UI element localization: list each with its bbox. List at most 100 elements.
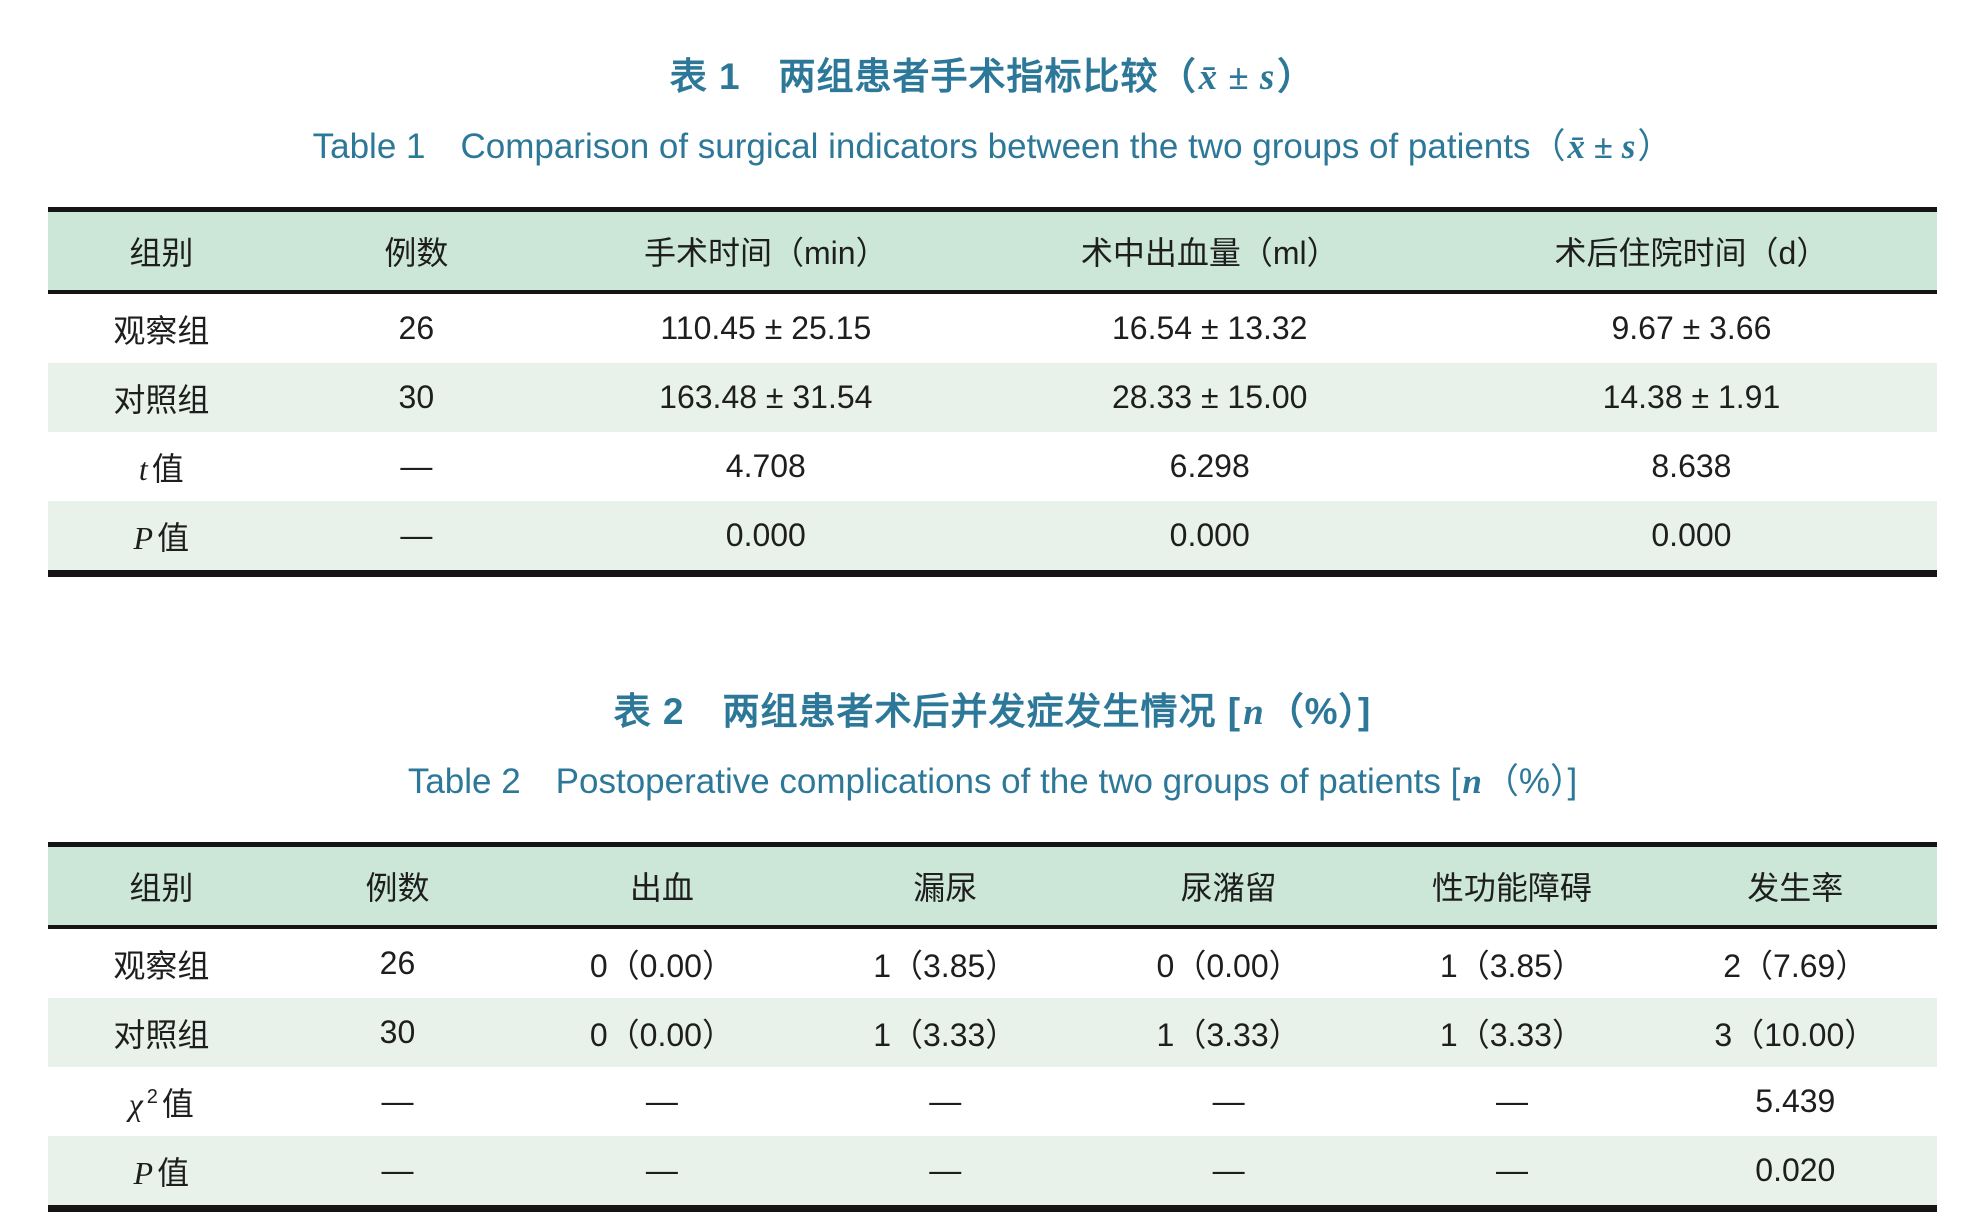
row-label-text: 值 xyxy=(151,450,184,487)
page: 表 1 两组患者手术指标比较（x̄ ± s） Table 1 Compariso… xyxy=(48,46,1937,1212)
table-cell: 1（3.33） xyxy=(1439,1016,1584,1053)
row-label-text: 对照组 xyxy=(113,1016,210,1053)
table-cell: — xyxy=(400,517,433,553)
row-label-text: 值 xyxy=(161,1085,194,1122)
table-row: P 值 — — — — — 0.020 xyxy=(48,1136,1937,1209)
table-cell: 163.48 ± 31.54 xyxy=(659,379,873,415)
table2-section: 表 2 两组患者术后并发症发生情况 [n（%）] Table 2 Postope… xyxy=(48,681,1937,1212)
caption-text: Table 1 Comparison of surgical indicator… xyxy=(312,127,1531,166)
column-header: 例数 xyxy=(365,870,430,906)
table-cell: — xyxy=(1495,1152,1528,1188)
column-header: 尿潴留 xyxy=(1180,870,1277,906)
caption-bracket-close: （%）] xyxy=(1483,762,1578,801)
table-cell: 1（3.85） xyxy=(873,947,1018,984)
table-cell: 0.000 xyxy=(725,517,806,553)
table-cell: 6.298 xyxy=(1169,448,1250,484)
caption-bracket-open: [ xyxy=(1450,762,1461,801)
row-label-text: 观察组 xyxy=(113,947,210,984)
row-label-symbol: χ xyxy=(128,1085,143,1122)
table-cell: 1（3.33） xyxy=(1156,1016,1301,1053)
table-row: 对照组 30 163.48 ± 31.54 28.33 ± 15.00 14.38 ± … xyxy=(48,363,1937,432)
table1-section: 表 1 两组患者手术指标比较（x̄ ± s） Table 1 Compariso… xyxy=(48,46,1937,577)
caption-bracket-open: [ xyxy=(1227,691,1242,732)
table1-caption-en: Table 1 Comparison of surgical indicator… xyxy=(48,118,1937,169)
caption-math: x̄ ± s xyxy=(1198,57,1276,98)
table-cell: — xyxy=(1495,1083,1528,1119)
table-cell: 0（0.00） xyxy=(589,1016,734,1053)
table-cell: — xyxy=(400,448,433,484)
row-label: 观察组 xyxy=(48,292,275,363)
table2-caption-zh: 表 2 两组患者术后并发症发生情况 [n（%）] xyxy=(48,681,1937,735)
row-label-text: 观察组 xyxy=(113,312,210,349)
table2: 组别 例数 出血 漏尿 尿潴留 性功能障碍 发生率 观察组 26 0（0.00） 1（3.85） 0（… xyxy=(48,842,1937,1212)
header-row: 组别 例数 出血 漏尿 尿潴留 性功能障碍 发生率 xyxy=(48,844,1937,927)
row-label-superscript: 2 xyxy=(146,1085,158,1108)
caption-text: 表 2 两组患者术后并发症发生情况 xyxy=(613,691,1228,732)
table-row: P 值 — 0.000 0.000 0.000 xyxy=(48,501,1937,574)
table-cell: 30 xyxy=(398,379,435,415)
table2-caption: 表 2 两组患者术后并发症发生情况 [n（%）] Table 2 Postope… xyxy=(48,681,1937,804)
table-cell: 0.020 xyxy=(1755,1152,1836,1188)
table-cell: 2（7.69） xyxy=(1723,947,1868,984)
column-header: 例数 xyxy=(384,235,449,271)
table-cell: 1（3.85） xyxy=(1439,947,1584,984)
row-label: 观察组 xyxy=(48,927,275,998)
table-row: 观察组 26 110.45 ± 25.15 16.54 ± 13.32 9.67 ± 3… xyxy=(48,292,1937,363)
column-header: 术后住院时间（d） xyxy=(1554,235,1829,271)
caption-paren-open: （ xyxy=(1158,56,1197,97)
caption-paren-close: ） xyxy=(1637,127,1673,166)
table-row: t 值 — 4.708 6.298 8.638 xyxy=(48,432,1937,501)
caption-text: 表 1 两组患者手术指标比较 xyxy=(669,56,1159,97)
table-cell: 3（10.00） xyxy=(1714,1016,1877,1053)
table-cell: — xyxy=(645,1152,678,1188)
table-cell: 14.38 ± 1.91 xyxy=(1602,379,1781,415)
table-cell: — xyxy=(929,1083,962,1119)
table1: 组别 例数 手术时间（min） 术中出血量（ml） 术后住院时间（d） 观察组 26 110.… xyxy=(48,207,1937,577)
table-cell: 5.439 xyxy=(1755,1083,1836,1119)
column-header: 性功能障碍 xyxy=(1431,870,1592,906)
table-row: χ 2 值 — — — — — 5.439 xyxy=(48,1067,1937,1136)
table-cell: 0（0.00） xyxy=(1156,947,1301,984)
row-label-symbol: P xyxy=(133,1154,154,1191)
caption-text: Table 2 Postoperative complications of t… xyxy=(407,762,1451,801)
table-cell: 26 xyxy=(379,945,416,981)
row-label: 对照组 xyxy=(48,363,275,432)
table-cell: 30 xyxy=(379,1014,416,1050)
table-cell: — xyxy=(929,1152,962,1188)
table1-caption: 表 1 两组患者手术指标比较（x̄ ± s） Table 1 Compariso… xyxy=(48,46,1937,169)
table-cell: 110.45 ± 25.15 xyxy=(660,310,872,346)
column-header: 术中出血量（ml） xyxy=(1080,235,1339,271)
row-label-text: 值 xyxy=(157,519,190,556)
caption-math: n xyxy=(1243,692,1265,733)
caption-paren-close: ） xyxy=(1277,56,1316,97)
table-cell: — xyxy=(645,1083,678,1119)
table-cell: — xyxy=(381,1152,414,1188)
table1-caption-zh: 表 1 两组患者手术指标比较（x̄ ± s） xyxy=(48,46,1937,100)
table-cell: — xyxy=(381,1083,414,1119)
column-header: 发生率 xyxy=(1747,870,1844,906)
table-row: 对照组 30 0（0.00） 1（3.33） 1（3.33） 1（3.33） 3（10.00… xyxy=(48,998,1937,1067)
table-cell: — xyxy=(1212,1083,1245,1119)
column-header: 手术时间（min） xyxy=(644,235,888,271)
row-label-symbol: P xyxy=(133,519,154,556)
column-header: 组别 xyxy=(129,870,194,906)
row-label: 对照组 xyxy=(48,998,275,1067)
column-header: 漏尿 xyxy=(913,870,978,906)
table-cell: 1（3.33） xyxy=(873,1016,1018,1053)
table-cell: 0（0.00） xyxy=(589,947,734,984)
row-label-symbol: t xyxy=(138,450,148,487)
header-row: 组别 例数 手术时间（min） 术中出血量（ml） 术后住院时间（d） xyxy=(48,209,1937,292)
table-cell: 8.638 xyxy=(1651,448,1732,484)
caption-math: n xyxy=(1462,762,1482,801)
caption-bracket-close: （%）] xyxy=(1266,691,1372,732)
table-cell: — xyxy=(1212,1152,1245,1188)
table-cell: 0.000 xyxy=(1651,517,1732,553)
table-cell: 4.708 xyxy=(725,448,806,484)
table-cell: 0.000 xyxy=(1169,517,1250,553)
table-cell: 9.67 ± 3.66 xyxy=(1611,310,1772,346)
table2-caption-en: Table 2 Postoperative complications of t… xyxy=(48,753,1937,804)
